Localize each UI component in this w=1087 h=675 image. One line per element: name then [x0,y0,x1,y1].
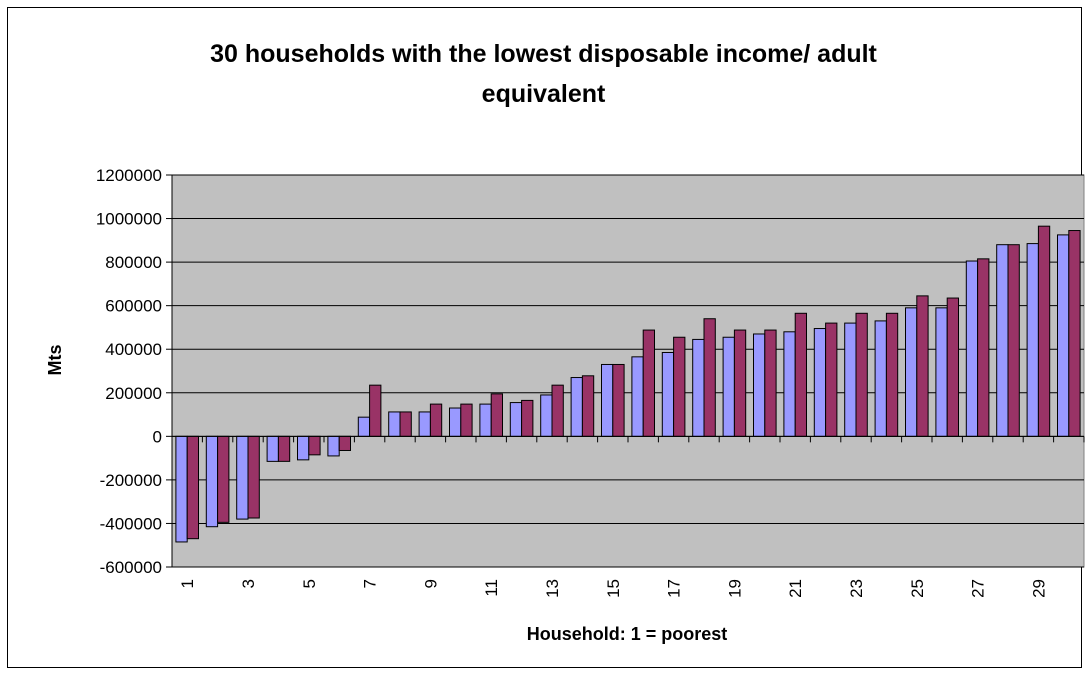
bar-series-1-4 [266,435,279,462]
bar-series-2-29 [1037,225,1051,437]
bar-series-1-9 [418,411,431,437]
x-tick-label: 25 [908,579,927,598]
y-tick-label: 600000 [105,297,162,316]
bar-series-2-10 [460,403,473,437]
bar-series-2-4 [277,435,291,462]
axes [166,174,1085,568]
bar-series-1-21 [783,331,796,437]
chart-title-line-1: 30 households with the lowest disposable… [210,40,877,68]
bar-series-1-2 [205,435,219,528]
bar-series-1-6 [327,435,340,457]
bar-series-2-20 [764,329,777,437]
y-tick-label: 1000000 [96,210,162,229]
x-tick-label: 7 [361,579,380,588]
bar-series-2-1 [186,435,199,540]
y-axis-title: Mts [45,345,65,376]
bar-series-2-21 [794,312,808,437]
bar-series-2-5 [308,435,321,456]
plot-area [171,174,1085,568]
bar-series-2-3 [247,435,260,519]
bar-series-1-20 [753,333,766,437]
chart-title: 30 households with the lowest disposable… [0,34,1087,114]
bar-series-2-6 [338,435,352,451]
y-tick-label: 0 [153,427,162,446]
bar-series-1-23 [844,322,857,437]
x-tick-label: 1 [178,579,197,588]
bar-series-1-13 [540,394,553,437]
bar-series-2-11 [490,393,504,437]
x-tick-label: 21 [786,579,805,598]
bar-series-2-17 [673,336,686,437]
x-tick-label: 17 [665,579,684,598]
bar-series-1-26 [935,307,948,437]
bar-series-1-29 [1026,243,1039,437]
bar-series-2-15 [612,363,625,437]
x-tick-label: 9 [421,579,440,588]
bar-series-1-5 [297,435,310,461]
bar-series-1-17 [661,351,675,437]
y-tick-labels: 1200000 1000000 800000 600000 400000 200000 0 -… [96,166,162,577]
bar-series-2-27 [977,258,990,437]
bar-series-1-16 [631,356,644,437]
bar-series-2-22 [825,322,838,437]
bar-series-1-10 [449,407,462,437]
x-tick-label: 27 [969,579,988,598]
bar-series-1-12 [509,402,523,437]
x-tick-label: 15 [604,579,623,598]
x-tick-label: 23 [847,579,866,598]
bar-series-1-22 [813,328,827,437]
y-tick-label: -400000 [100,514,162,533]
chart-title-line-2: equivalent [481,80,606,108]
bar-series-2-23 [855,312,868,437]
bar-series-1-27 [965,260,979,437]
bar-series-2-2 [217,435,230,523]
bar-series-1-3 [236,435,249,520]
y-tick-label: -200000 [100,471,162,490]
bar-series-2-28 [1007,244,1020,437]
y-tick-label: 200000 [105,384,162,403]
x-tick-label: 13 [543,579,562,598]
bar-series-2-30 [1068,230,1081,437]
bar-series-2-19 [733,329,747,437]
x-tick-label: 5 [300,579,319,588]
y-tick-label: 800000 [105,253,162,272]
bar-series-2-12 [521,399,534,437]
bar-series-1-11 [479,403,492,437]
bar-series-1-24 [874,320,887,437]
bar-series-2-14 [581,375,595,437]
bar-series-2-16 [642,329,656,437]
bar-series-1-19 [722,336,735,437]
bar-series-1-1 [175,435,188,543]
bar-series-1-15 [601,363,614,437]
bar-series-1-25 [905,307,918,437]
y-tick-label: 1200000 [96,166,162,185]
bar-series-2-9 [429,403,443,437]
x-tick-labels: 1 3 5 7 9 11 13 15 17 19 21 23 25 27 29 [178,579,1048,598]
x-tick-label: 11 [482,579,501,597]
bar-series-1-14 [570,377,583,437]
bar-series-1-30 [1057,234,1070,437]
bar-series-2-7 [369,384,382,437]
bar-series-1-8 [388,411,401,437]
bar-series-2-8 [399,411,412,437]
y-tick-label: 400000 [105,340,162,359]
bar-series-2-24 [885,312,899,437]
bar-series-2-18 [703,318,716,437]
x-tick-label: 3 [239,579,258,588]
bar-series-2-13 [551,384,564,437]
x-tick-label: 29 [1029,579,1048,598]
x-axis-title: Household: 1 = poorest [527,624,728,644]
x-tick-label: 19 [725,579,744,598]
bar-series-1-7 [357,416,371,437]
bar-series-2-25 [916,295,929,437]
bar-series-1-28 [996,244,1009,437]
bar-series-1-18 [692,338,705,437]
bar-series-2-26 [946,297,960,437]
y-tick-label: -600000 [100,558,162,577]
